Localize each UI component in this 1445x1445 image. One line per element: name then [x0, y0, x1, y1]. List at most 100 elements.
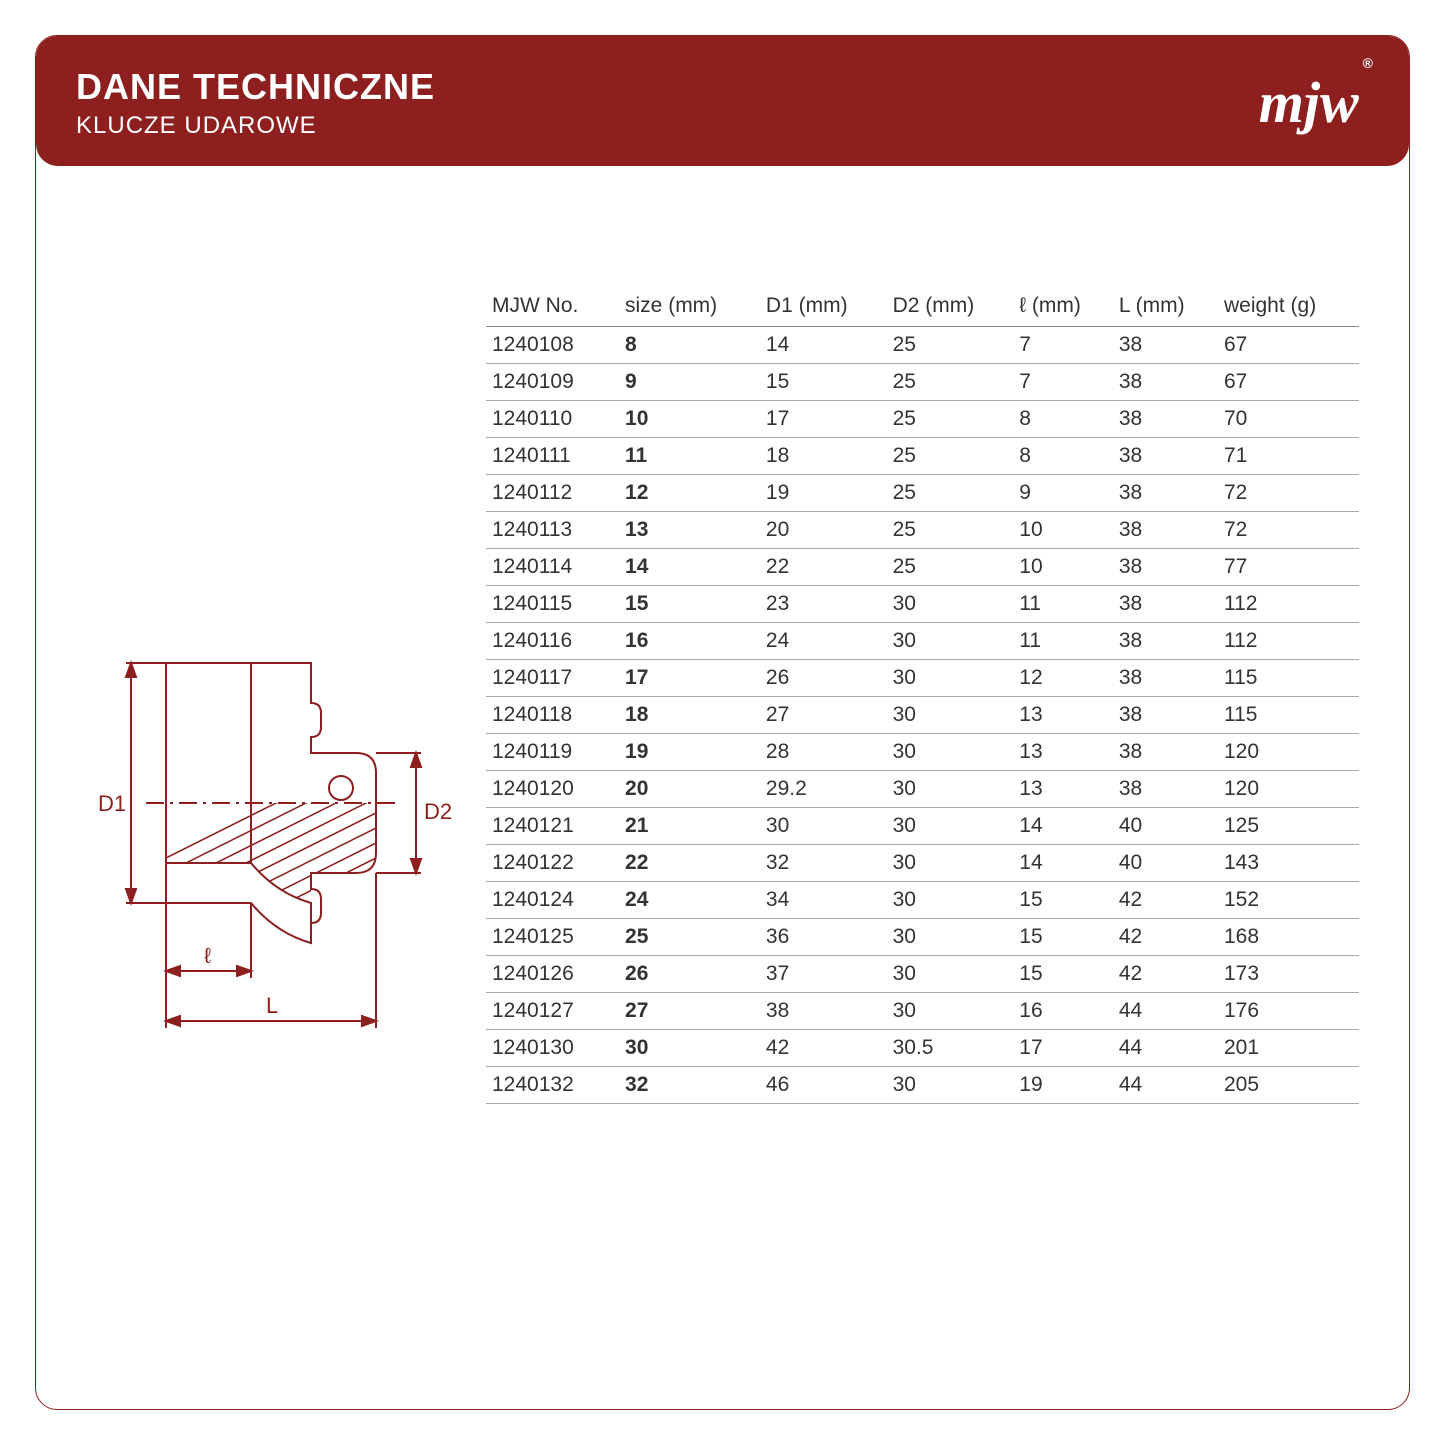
column-header: weight (g)	[1218, 286, 1359, 327]
registered-mark: ®	[1363, 55, 1373, 71]
table-cell: 21	[619, 808, 760, 845]
table-cell: 1240115	[486, 586, 619, 623]
table-cell: 11	[1013, 586, 1113, 623]
table-cell: 9	[619, 364, 760, 401]
socket-diagram-icon: D1 D2 ℓ L	[76, 603, 456, 1043]
table-cell: 71	[1218, 438, 1359, 475]
table-cell: 1240121	[486, 808, 619, 845]
page-title: DANE TECHNICZNE	[76, 66, 435, 108]
spec-table: MJW No.size (mm)D1 (mm)D2 (mm)ℓ (mm)L (m…	[486, 286, 1359, 1104]
table-cell: 38	[1113, 549, 1218, 586]
table-cell: 20	[760, 512, 887, 549]
table-cell: 67	[1218, 327, 1359, 364]
table-cell: 25	[887, 438, 1014, 475]
table-cell: 1240112	[486, 475, 619, 512]
table-cell: 8	[1013, 401, 1113, 438]
column-header: ℓ (mm)	[1013, 286, 1113, 327]
table-cell: 14	[1013, 808, 1113, 845]
table-cell: 112	[1218, 586, 1359, 623]
table-row: 12401323246301944205	[486, 1067, 1359, 1104]
table-cell: 176	[1218, 993, 1359, 1030]
table-row: 12401272738301644176	[486, 993, 1359, 1030]
table-cell: 40	[1113, 845, 1218, 882]
table-cell: 15	[1013, 956, 1113, 993]
table-row: 124011010172583870	[486, 401, 1359, 438]
table-row: 124011212192593872	[486, 475, 1359, 512]
column-header: size (mm)	[619, 286, 760, 327]
label-l-large: L	[266, 993, 278, 1018]
table-cell: 27	[760, 697, 887, 734]
table-cell: 38	[1113, 475, 1218, 512]
table-row: 1240130304230.51744201	[486, 1030, 1359, 1067]
table-cell: 16	[619, 623, 760, 660]
table-cell: 38	[1113, 771, 1218, 808]
table-cell: 38	[760, 993, 887, 1030]
table-cell: 9	[1013, 475, 1113, 512]
table-cell: 30	[887, 808, 1014, 845]
column-header: D1 (mm)	[760, 286, 887, 327]
table-cell: 14	[760, 327, 887, 364]
table-cell: 1240130	[486, 1030, 619, 1067]
label-d2: D2	[424, 799, 452, 824]
table-cell: 38	[1113, 438, 1218, 475]
table-body: 1240108814257386712401099152573867124011…	[486, 327, 1359, 1104]
table-cell: 12	[619, 475, 760, 512]
table-cell: 12	[1013, 660, 1113, 697]
table-cell: 23	[760, 586, 887, 623]
table-cell: 30	[887, 1067, 1014, 1104]
table-cell: 17	[760, 401, 887, 438]
table-row: 12401151523301138112	[486, 586, 1359, 623]
label-d1: D1	[98, 791, 126, 816]
table-cell: 19	[1013, 1067, 1113, 1104]
table-row: 124011111182583871	[486, 438, 1359, 475]
table-cell: 38	[1113, 660, 1218, 697]
table-cell: 32	[619, 1067, 760, 1104]
table-cell: 67	[1218, 364, 1359, 401]
table-cell: 38	[1113, 512, 1218, 549]
table-cell: 24	[619, 882, 760, 919]
table-cell: 38	[1113, 734, 1218, 771]
table-row: 12401181827301338115	[486, 697, 1359, 734]
table-cell: 1240118	[486, 697, 619, 734]
table-cell: 15	[1013, 882, 1113, 919]
table-cell: 36	[760, 919, 887, 956]
table-cell: 30	[887, 771, 1014, 808]
logo-text: mjw	[1259, 70, 1359, 135]
table-cell: 14	[1013, 845, 1113, 882]
table-cell: 1240110	[486, 401, 619, 438]
label-l-small: ℓ	[204, 943, 212, 968]
table-row: 1240114142225103877	[486, 549, 1359, 586]
table-row: 12401088142573867	[486, 327, 1359, 364]
table-head: MJW No.size (mm)D1 (mm)D2 (mm)ℓ (mm)L (m…	[486, 286, 1359, 327]
table-cell: 15	[760, 364, 887, 401]
table-row: 12401222232301440143	[486, 845, 1359, 882]
table-cell: 38	[1113, 586, 1218, 623]
table-row: 12401212130301440125	[486, 808, 1359, 845]
table-cell: 38	[1113, 327, 1218, 364]
table-cell: 25	[887, 549, 1014, 586]
header: DANE TECHNICZNE KLUCZE UDAROWE mjw®	[36, 36, 1409, 166]
table-cell: 46	[760, 1067, 887, 1104]
table-cell: 10	[1013, 549, 1113, 586]
table-cell: 8	[619, 327, 760, 364]
diagram-column: D1 D2 ℓ L	[76, 286, 456, 1359]
table-cell: 77	[1218, 549, 1359, 586]
table-header-row: MJW No.size (mm)D1 (mm)D2 (mm)ℓ (mm)L (m…	[486, 286, 1359, 327]
table-cell: 1240114	[486, 549, 619, 586]
table-cell: 17	[1013, 1030, 1113, 1067]
table-cell: 30	[887, 697, 1014, 734]
table-cell: 22	[760, 549, 887, 586]
table-cell: 205	[1218, 1067, 1359, 1104]
table-cell: 173	[1218, 956, 1359, 993]
table-cell: 18	[619, 697, 760, 734]
table-column: MJW No.size (mm)D1 (mm)D2 (mm)ℓ (mm)L (m…	[486, 286, 1359, 1359]
table-cell: 1240122	[486, 845, 619, 882]
table-cell: 143	[1218, 845, 1359, 882]
table-cell: 42	[1113, 956, 1218, 993]
table-cell: 37	[760, 956, 887, 993]
table-cell: 25	[619, 919, 760, 956]
table-cell: 44	[1113, 1030, 1218, 1067]
table-cell: 42	[760, 1030, 887, 1067]
table-cell: 20	[619, 771, 760, 808]
table-cell: 13	[1013, 734, 1113, 771]
